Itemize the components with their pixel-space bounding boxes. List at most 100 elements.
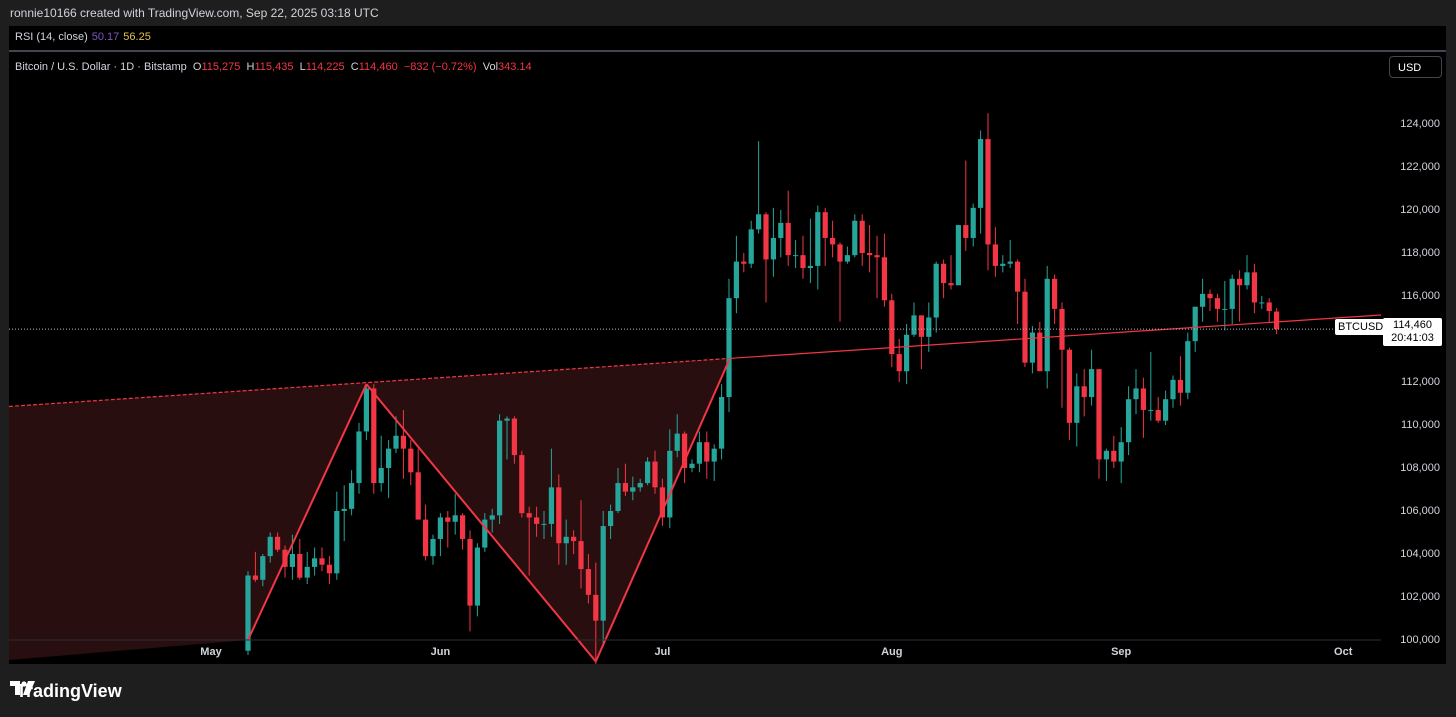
last-price-tag: 114,460 20:41:03 xyxy=(1383,318,1442,346)
candle-body xyxy=(312,558,318,567)
candle-body xyxy=(889,300,895,355)
price-axis-label: 102,000 xyxy=(1400,591,1440,603)
time-axis-label: Aug xyxy=(881,646,903,658)
candle-body xyxy=(378,468,384,484)
candle-body xyxy=(1185,341,1191,393)
close-label: C xyxy=(350,61,359,73)
rsi-ma-value: 56.25 xyxy=(123,31,151,43)
candle-body xyxy=(689,463,695,468)
neckline-trendline xyxy=(728,314,1382,360)
candle-body xyxy=(482,519,488,548)
candle-body xyxy=(748,229,754,264)
open-value: 115,275 xyxy=(201,61,241,73)
candle-body xyxy=(874,255,880,258)
candle-body xyxy=(1200,293,1206,307)
candle-body xyxy=(1266,302,1272,312)
candle-body xyxy=(363,388,369,432)
candle-body xyxy=(793,255,799,257)
candle-body xyxy=(1081,386,1087,398)
candle-body xyxy=(393,435,399,449)
open-label: O xyxy=(192,61,202,73)
tradingview-logo-icon xyxy=(10,681,35,695)
candle-body xyxy=(711,448,717,462)
price-axis-label: 100,000 xyxy=(1400,634,1440,646)
candle-body xyxy=(637,483,643,488)
candle-body xyxy=(770,237,776,260)
candlestick-chart[interactable] xyxy=(9,52,1446,664)
time-axis-label: Sep xyxy=(1111,646,1132,658)
ohlc-legend: Bitcoin / U.S. Dollar · 1D · Bitstamp O1… xyxy=(15,61,532,73)
candle-body xyxy=(1052,278,1058,309)
candle-body xyxy=(1103,450,1109,460)
candle-body xyxy=(652,461,658,488)
candle-body xyxy=(1089,369,1095,398)
candle-body xyxy=(896,354,902,372)
candle-body xyxy=(548,487,554,524)
candle-body xyxy=(756,214,762,230)
rsi-legend: RSI (14, close) 50.17 56.25 xyxy=(15,31,151,43)
candle-body xyxy=(881,257,887,301)
price-axis-label: 108,000 xyxy=(1400,462,1440,474)
candle-body xyxy=(837,244,843,262)
candle-body xyxy=(430,538,436,557)
candle-body xyxy=(252,575,258,580)
rsi-value: 50.17 xyxy=(91,31,120,43)
candle-body xyxy=(615,483,621,511)
candle-body xyxy=(1177,379,1183,393)
candle-body xyxy=(1096,369,1102,460)
candle-body xyxy=(534,517,540,524)
chart-credit: ronnie10166 created with TradingView.com… xyxy=(10,6,379,20)
rsi-label: RSI (14, close) xyxy=(15,31,88,43)
candle-body xyxy=(415,472,421,520)
pane-separator[interactable] xyxy=(9,50,1446,52)
candle-body xyxy=(844,255,850,262)
candle-body xyxy=(319,558,325,565)
low-value: 114,225 xyxy=(305,61,345,73)
price-axis-label: 110,000 xyxy=(1401,419,1440,431)
close-value: 114,460 xyxy=(358,61,398,73)
price-axis-label: 104,000 xyxy=(1400,548,1440,560)
symbol-title[interactable]: Bitcoin / U.S. Dollar · 1D · Bitstamp xyxy=(15,61,187,73)
tradingview-logo[interactable]: TradingView xyxy=(10,681,122,702)
candle-body xyxy=(289,554,295,567)
candle-body xyxy=(356,431,362,484)
candle-body xyxy=(400,435,406,449)
candle-body xyxy=(571,536,577,542)
candle-body xyxy=(275,536,281,550)
candle-body xyxy=(1029,332,1035,363)
time-axis-label: May xyxy=(200,646,222,658)
candle-body xyxy=(423,519,429,557)
candle-body xyxy=(1015,261,1021,292)
price-chart-pane[interactable]: Bitcoin / U.S. Dollar · 1D · Bitstamp O1… xyxy=(9,52,1446,664)
candle-body xyxy=(674,433,680,451)
candle-body xyxy=(763,214,769,260)
volume-value: 343.14 xyxy=(498,61,532,73)
candle-body xyxy=(563,536,569,544)
candle-body xyxy=(933,263,939,318)
candle-body xyxy=(1244,272,1250,286)
price-axis-label: 120,000 xyxy=(1400,204,1440,216)
volume-label: Vol xyxy=(482,61,499,73)
candle-body xyxy=(260,556,266,580)
price-axis-label: 116,000 xyxy=(1401,290,1440,302)
candle-body xyxy=(822,212,828,238)
candle-body xyxy=(1133,388,1139,400)
currency-button[interactable]: USD xyxy=(1389,56,1442,78)
rsi-panel: RSI (14, close) 50.17 56.25 xyxy=(9,26,1446,50)
candle-body xyxy=(978,139,984,208)
candle-body xyxy=(297,554,303,578)
candle-body xyxy=(467,538,473,606)
candle-body xyxy=(1222,308,1228,310)
logo-text: TradingView xyxy=(16,681,122,701)
candle-body xyxy=(349,483,355,509)
candle-body xyxy=(1214,298,1220,309)
high-value: 115,435 xyxy=(254,61,294,73)
candle-body xyxy=(1251,272,1257,303)
candle-body xyxy=(304,566,310,578)
change-value: −832 (−0.72%) xyxy=(403,61,477,73)
candle-body xyxy=(911,315,917,335)
candle-body xyxy=(1163,399,1169,421)
candle-body xyxy=(815,212,821,266)
candle-body xyxy=(904,334,910,372)
candle-body xyxy=(526,513,532,518)
